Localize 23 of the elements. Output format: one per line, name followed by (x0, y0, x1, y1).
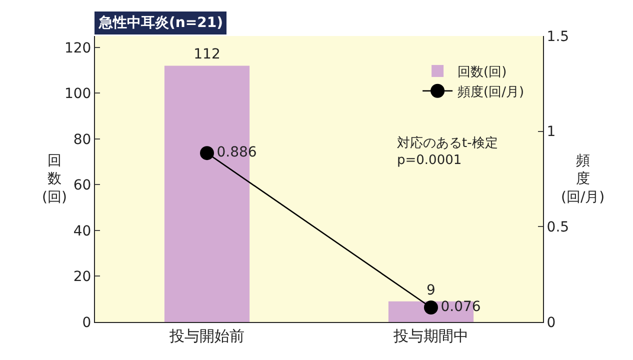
legend-label: 頻度(回/月) (458, 84, 524, 100)
y-tick-label: 100 (64, 86, 92, 102)
data-label: 0.886 (216, 144, 257, 161)
y-tick-label: 20 (73, 269, 92, 286)
chart-title: 急性中耳炎(n=21) (98, 15, 223, 31)
y-tick-label: 80 (73, 132, 92, 148)
y2-tick-label: 1 (546, 124, 556, 140)
data-label: 112 (194, 46, 220, 63)
y2-tick-label: 0 (546, 314, 556, 331)
y2-axis-title: 頻度(回/月) (561, 153, 605, 206)
y-tick-label: 60 (73, 178, 92, 194)
data-label: 9 (426, 282, 436, 298)
y-tick-label: 40 (73, 223, 92, 240)
legend-label: 回数(回) (458, 65, 507, 80)
y-axis-title: 回数(回) (42, 153, 67, 206)
x-tick-label: 投与期間中 (392, 327, 468, 345)
x-tick-label: 投与開始前 (168, 327, 244, 345)
y-tick-label: 120 (64, 40, 92, 56)
annotation: 対応のあるt-検定 p=0.0001 (397, 135, 498, 168)
y-tick-label: 0 (82, 314, 92, 331)
y2-tick-label: 0.5 (546, 220, 570, 236)
data-label: 0.076 (440, 299, 481, 316)
y2-tick-label: 1.5 (546, 28, 570, 45)
